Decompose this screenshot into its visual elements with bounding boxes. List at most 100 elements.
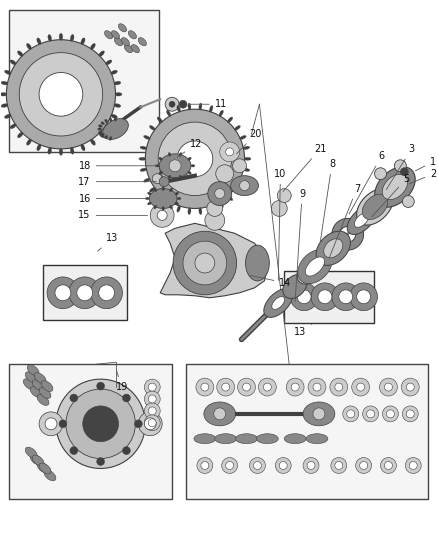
Ellipse shape (101, 122, 104, 125)
Ellipse shape (27, 43, 32, 50)
Circle shape (331, 457, 347, 473)
Circle shape (159, 176, 169, 187)
Ellipse shape (243, 168, 250, 172)
Ellipse shape (37, 394, 49, 406)
Ellipse shape (34, 373, 46, 384)
Circle shape (70, 394, 78, 402)
Ellipse shape (140, 146, 147, 150)
Ellipse shape (246, 245, 269, 281)
Ellipse shape (32, 379, 44, 391)
Text: 18: 18 (78, 161, 156, 171)
Ellipse shape (154, 205, 157, 209)
Ellipse shape (110, 118, 112, 122)
Circle shape (339, 290, 353, 304)
Ellipse shape (215, 434, 237, 443)
Circle shape (277, 189, 291, 203)
Circle shape (318, 290, 332, 304)
Circle shape (196, 378, 214, 396)
Circle shape (39, 412, 63, 435)
Circle shape (97, 457, 105, 465)
Circle shape (313, 408, 325, 420)
Text: 7: 7 (329, 183, 360, 257)
Ellipse shape (114, 117, 117, 121)
Circle shape (39, 72, 83, 116)
Ellipse shape (179, 175, 182, 179)
Ellipse shape (25, 372, 37, 383)
Ellipse shape (138, 38, 146, 46)
Circle shape (367, 410, 374, 418)
Ellipse shape (209, 106, 213, 112)
Ellipse shape (99, 125, 102, 127)
Ellipse shape (4, 114, 11, 118)
Circle shape (222, 457, 237, 473)
Ellipse shape (37, 144, 41, 151)
Ellipse shape (121, 38, 130, 46)
Ellipse shape (324, 239, 343, 258)
Ellipse shape (0, 93, 7, 96)
Text: 13: 13 (294, 324, 312, 337)
Circle shape (332, 219, 364, 250)
Text: 20: 20 (237, 129, 262, 154)
Ellipse shape (303, 402, 335, 426)
Ellipse shape (81, 144, 85, 151)
Ellipse shape (209, 206, 213, 212)
Circle shape (297, 290, 311, 304)
Ellipse shape (272, 296, 285, 309)
Circle shape (217, 378, 235, 396)
Ellipse shape (234, 188, 240, 192)
Circle shape (335, 462, 343, 470)
Circle shape (237, 378, 255, 396)
Circle shape (157, 211, 167, 220)
Circle shape (56, 379, 145, 469)
Circle shape (19, 53, 102, 136)
Text: 16: 16 (78, 193, 146, 204)
Circle shape (169, 101, 175, 107)
Ellipse shape (110, 136, 112, 140)
Ellipse shape (149, 126, 155, 130)
Ellipse shape (114, 38, 123, 46)
Circle shape (271, 200, 287, 216)
Ellipse shape (168, 175, 171, 179)
Circle shape (401, 378, 419, 396)
Circle shape (226, 462, 233, 470)
Ellipse shape (305, 257, 325, 276)
Ellipse shape (1, 104, 8, 107)
Ellipse shape (71, 147, 74, 154)
Ellipse shape (194, 434, 216, 443)
Circle shape (406, 383, 414, 391)
Ellipse shape (101, 133, 104, 136)
Circle shape (145, 109, 244, 208)
Circle shape (222, 383, 230, 391)
Circle shape (47, 277, 79, 309)
Circle shape (379, 378, 397, 396)
Ellipse shape (170, 188, 173, 192)
Text: 8: 8 (320, 159, 335, 242)
Circle shape (303, 457, 319, 473)
Circle shape (382, 406, 399, 422)
Circle shape (215, 189, 225, 198)
Ellipse shape (175, 192, 179, 195)
Bar (9, 364, 172, 499)
Ellipse shape (39, 387, 51, 399)
Circle shape (290, 283, 318, 311)
Text: 1: 1 (415, 157, 436, 171)
Circle shape (134, 420, 142, 428)
Circle shape (177, 141, 213, 176)
Text: 13: 13 (98, 233, 118, 251)
Circle shape (403, 406, 418, 422)
Circle shape (165, 98, 179, 111)
Circle shape (343, 406, 359, 422)
Circle shape (207, 200, 223, 216)
Circle shape (233, 159, 247, 173)
Circle shape (405, 457, 421, 473)
Ellipse shape (188, 157, 191, 160)
Ellipse shape (10, 124, 16, 128)
Text: 2: 2 (410, 169, 436, 184)
Text: 12: 12 (177, 139, 202, 157)
Circle shape (148, 395, 156, 403)
Ellipse shape (48, 147, 52, 154)
Ellipse shape (98, 128, 102, 130)
Ellipse shape (44, 470, 56, 481)
Ellipse shape (99, 132, 104, 138)
Circle shape (83, 406, 119, 442)
